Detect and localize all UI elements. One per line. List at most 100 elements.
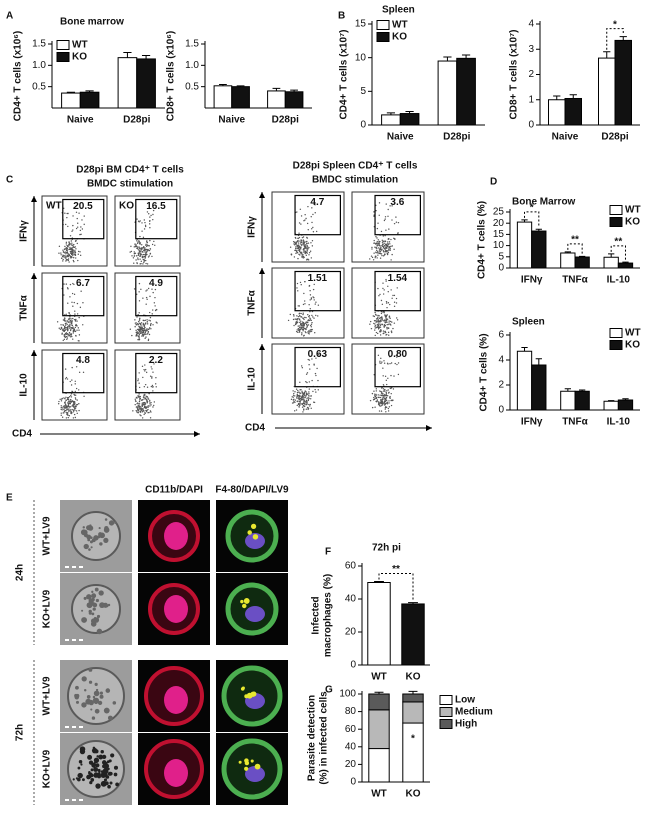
granule <box>103 537 109 543</box>
flow-event <box>149 239 151 242</box>
granule <box>103 527 110 533</box>
granule <box>77 766 81 770</box>
granule <box>107 784 111 789</box>
flow-event <box>72 254 74 257</box>
flow-event <box>139 263 141 265</box>
flow-event <box>302 317 304 319</box>
flow-event <box>382 392 384 395</box>
flow-event <box>390 238 392 241</box>
flow-event <box>308 403 310 406</box>
flow-event <box>304 280 306 283</box>
flow-event <box>305 392 308 395</box>
flow-gate <box>294 194 342 236</box>
legend-label: WT <box>625 205 641 216</box>
x-tick-label: KO <box>406 672 421 683</box>
flow-event <box>375 388 378 390</box>
flow-event <box>308 391 310 393</box>
flow-event <box>152 218 154 221</box>
flow-event <box>144 257 146 259</box>
flow-event <box>373 211 375 213</box>
granule <box>88 699 94 706</box>
flow-event <box>303 220 305 222</box>
flow-event <box>64 368 67 370</box>
flow-event <box>72 408 74 411</box>
flow-event <box>75 387 78 390</box>
flow-event <box>369 258 371 260</box>
flow-event <box>134 403 136 406</box>
flow-event <box>305 380 307 383</box>
y-tick-label: 15 <box>355 19 367 30</box>
granule <box>72 778 75 781</box>
flow-event <box>64 324 67 326</box>
granule <box>94 682 98 686</box>
flow-event <box>63 317 66 319</box>
flow-event <box>73 246 76 249</box>
flow-event <box>374 246 376 248</box>
flow-event <box>381 361 383 363</box>
time-label: 24h <box>15 564 26 581</box>
flow-event <box>143 219 146 221</box>
scale-bar <box>79 639 83 641</box>
flow-event <box>138 246 140 248</box>
flow-event <box>140 251 142 253</box>
flow-event <box>146 406 148 408</box>
flow-event <box>141 365 144 368</box>
flow-event <box>135 329 137 332</box>
flow-event <box>379 396 382 399</box>
flow-event <box>297 290 299 292</box>
flow-event <box>63 401 66 404</box>
flow-event <box>144 406 147 409</box>
flow-event <box>312 231 315 233</box>
bar <box>456 57 476 126</box>
flow-event <box>381 242 384 244</box>
flow-event <box>308 397 310 400</box>
significance-bracket <box>610 245 626 261</box>
flow-event <box>69 327 71 329</box>
flow-event <box>63 326 66 328</box>
flow-event <box>133 252 136 255</box>
flow-event <box>65 409 68 411</box>
flow-event <box>60 405 62 407</box>
flow-event <box>70 384 73 386</box>
flow-event <box>139 255 141 257</box>
flow-event <box>376 227 379 230</box>
flow-event <box>76 226 79 228</box>
flow-event <box>375 242 377 245</box>
flow-event <box>133 255 136 257</box>
flow-plot <box>271 343 345 415</box>
flow-event <box>378 326 380 328</box>
flow-event <box>317 315 319 317</box>
granule <box>100 772 107 778</box>
flow-event <box>66 329 69 331</box>
flow-x-label: CD4 <box>245 423 265 434</box>
flow-event <box>380 253 382 255</box>
flow-event <box>56 321 59 323</box>
granule <box>75 685 79 690</box>
flow-event <box>380 362 382 365</box>
x-tick-label: KO <box>406 789 421 800</box>
flow-event <box>136 218 138 220</box>
flow-event <box>154 305 156 307</box>
legend-label: WT <box>72 40 88 51</box>
flow-event <box>377 222 379 224</box>
flow-event <box>300 312 302 315</box>
flow-event <box>375 235 377 238</box>
flow-gate <box>374 270 422 312</box>
flow-event <box>66 413 69 415</box>
flow-gate <box>374 346 422 388</box>
flow-event <box>75 398 77 400</box>
flow-event <box>309 294 312 296</box>
gate-percent: 1.54 <box>388 273 408 284</box>
flow-event <box>313 297 315 299</box>
flow-event <box>389 317 391 320</box>
flow-event <box>307 319 310 321</box>
flow-plot <box>114 272 181 344</box>
flow-event <box>390 289 392 291</box>
flow-event <box>81 228 84 230</box>
granule <box>75 700 79 704</box>
flow-event <box>75 257 77 259</box>
flow-event <box>67 255 69 258</box>
flow-event <box>60 406 63 409</box>
flow-event <box>393 294 396 297</box>
flow-event <box>394 362 396 365</box>
